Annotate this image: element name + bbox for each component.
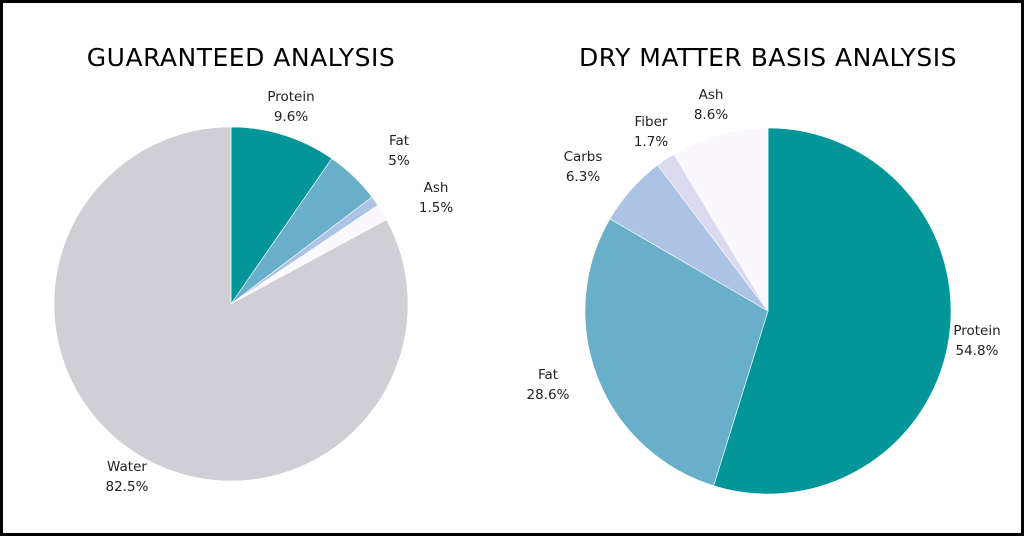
pie2-label-protein: Protein [953,323,1000,339]
pie2-value-fat: 28.6% [527,387,570,403]
pie2-label-ash: Ash [699,87,724,103]
chart-title-guaranteed: GUARANTEED ANALYSIS [86,43,396,72]
pie1-label-water: Water [107,459,147,475]
chart-title-dry-matter: DRY MATTER BASIS ANALYSIS [579,43,957,72]
pie2-value-fiber: 1.7% [634,134,668,150]
pie1-label-protein: Protein [267,89,314,105]
pie1-slice-water [53,126,409,482]
pie1-label-ash: Ash [424,180,449,196]
pie2-label-carbs: Carbs [564,149,603,165]
pie1-value-fat: 5% [388,153,410,169]
pie2-value-protein: 54.8% [956,343,999,359]
pie2-slice-fat [584,218,769,487]
pie2-value-ash: 8.6% [694,107,728,123]
pie1-value-water: 82.5% [106,479,149,495]
pie1-label-fat: Fat [389,133,409,149]
pie1-value-protein: 9.6% [274,109,308,125]
pie2-value-carbs: 6.3% [566,169,600,185]
pie1-slice-protein [230,126,333,305]
pie2-label-fiber: Fiber [635,114,668,130]
pie2-slice-protein [713,127,952,495]
pie1-value-ash: 1.5% [419,200,453,216]
pie2-label-fat: Fat [538,367,558,383]
pie2-slice-ash [673,127,769,313]
